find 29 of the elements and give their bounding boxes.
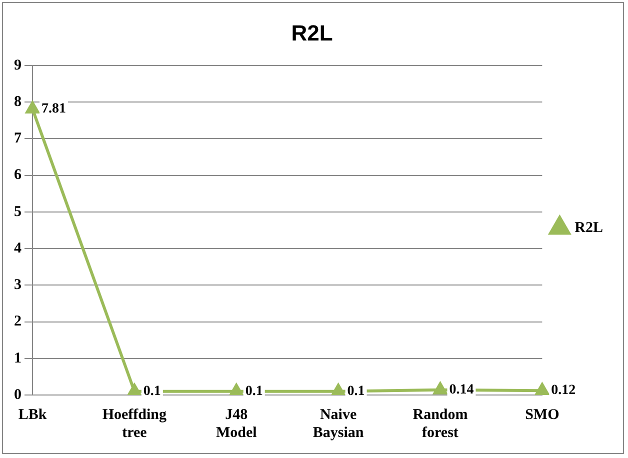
data-label: 7.81 xyxy=(42,102,66,117)
y-tick-label: 2 xyxy=(14,314,22,330)
y-tick-label: 4 xyxy=(14,240,22,256)
data-label: 0.12 xyxy=(551,383,576,398)
data-label: 0.1 xyxy=(143,384,161,399)
y-tick-label: 8 xyxy=(14,94,22,110)
y-tick-label: 3 xyxy=(14,277,22,294)
x-tick-label: Naive Baysian xyxy=(312,406,364,441)
chart-title: R2L xyxy=(291,20,333,46)
data-label: 0.14 xyxy=(449,382,474,398)
x-tick-label: Random forest xyxy=(412,406,468,441)
point xyxy=(128,384,142,395)
data-label: 0.1 xyxy=(245,384,263,399)
point xyxy=(535,383,549,395)
x-tick-label: Hoeffding tree xyxy=(102,406,168,441)
y-tick-label: 0 xyxy=(14,386,22,403)
x-tick-label: J48 Model xyxy=(216,406,257,441)
y-tick-label: 5 xyxy=(14,204,22,220)
point xyxy=(332,384,345,395)
legend-label: R2L xyxy=(574,220,604,236)
data-label: 0.1 xyxy=(347,384,365,399)
y-tick-label: 1 xyxy=(14,350,22,366)
y-tick-label: 9 xyxy=(14,57,22,74)
x-tick-label: SMO xyxy=(525,406,560,423)
x-tick-label: LBk xyxy=(18,406,48,423)
point xyxy=(434,382,447,394)
point xyxy=(230,384,244,395)
y-tick-label: 6 xyxy=(14,167,22,184)
y-tick-label: 7 xyxy=(14,130,22,147)
